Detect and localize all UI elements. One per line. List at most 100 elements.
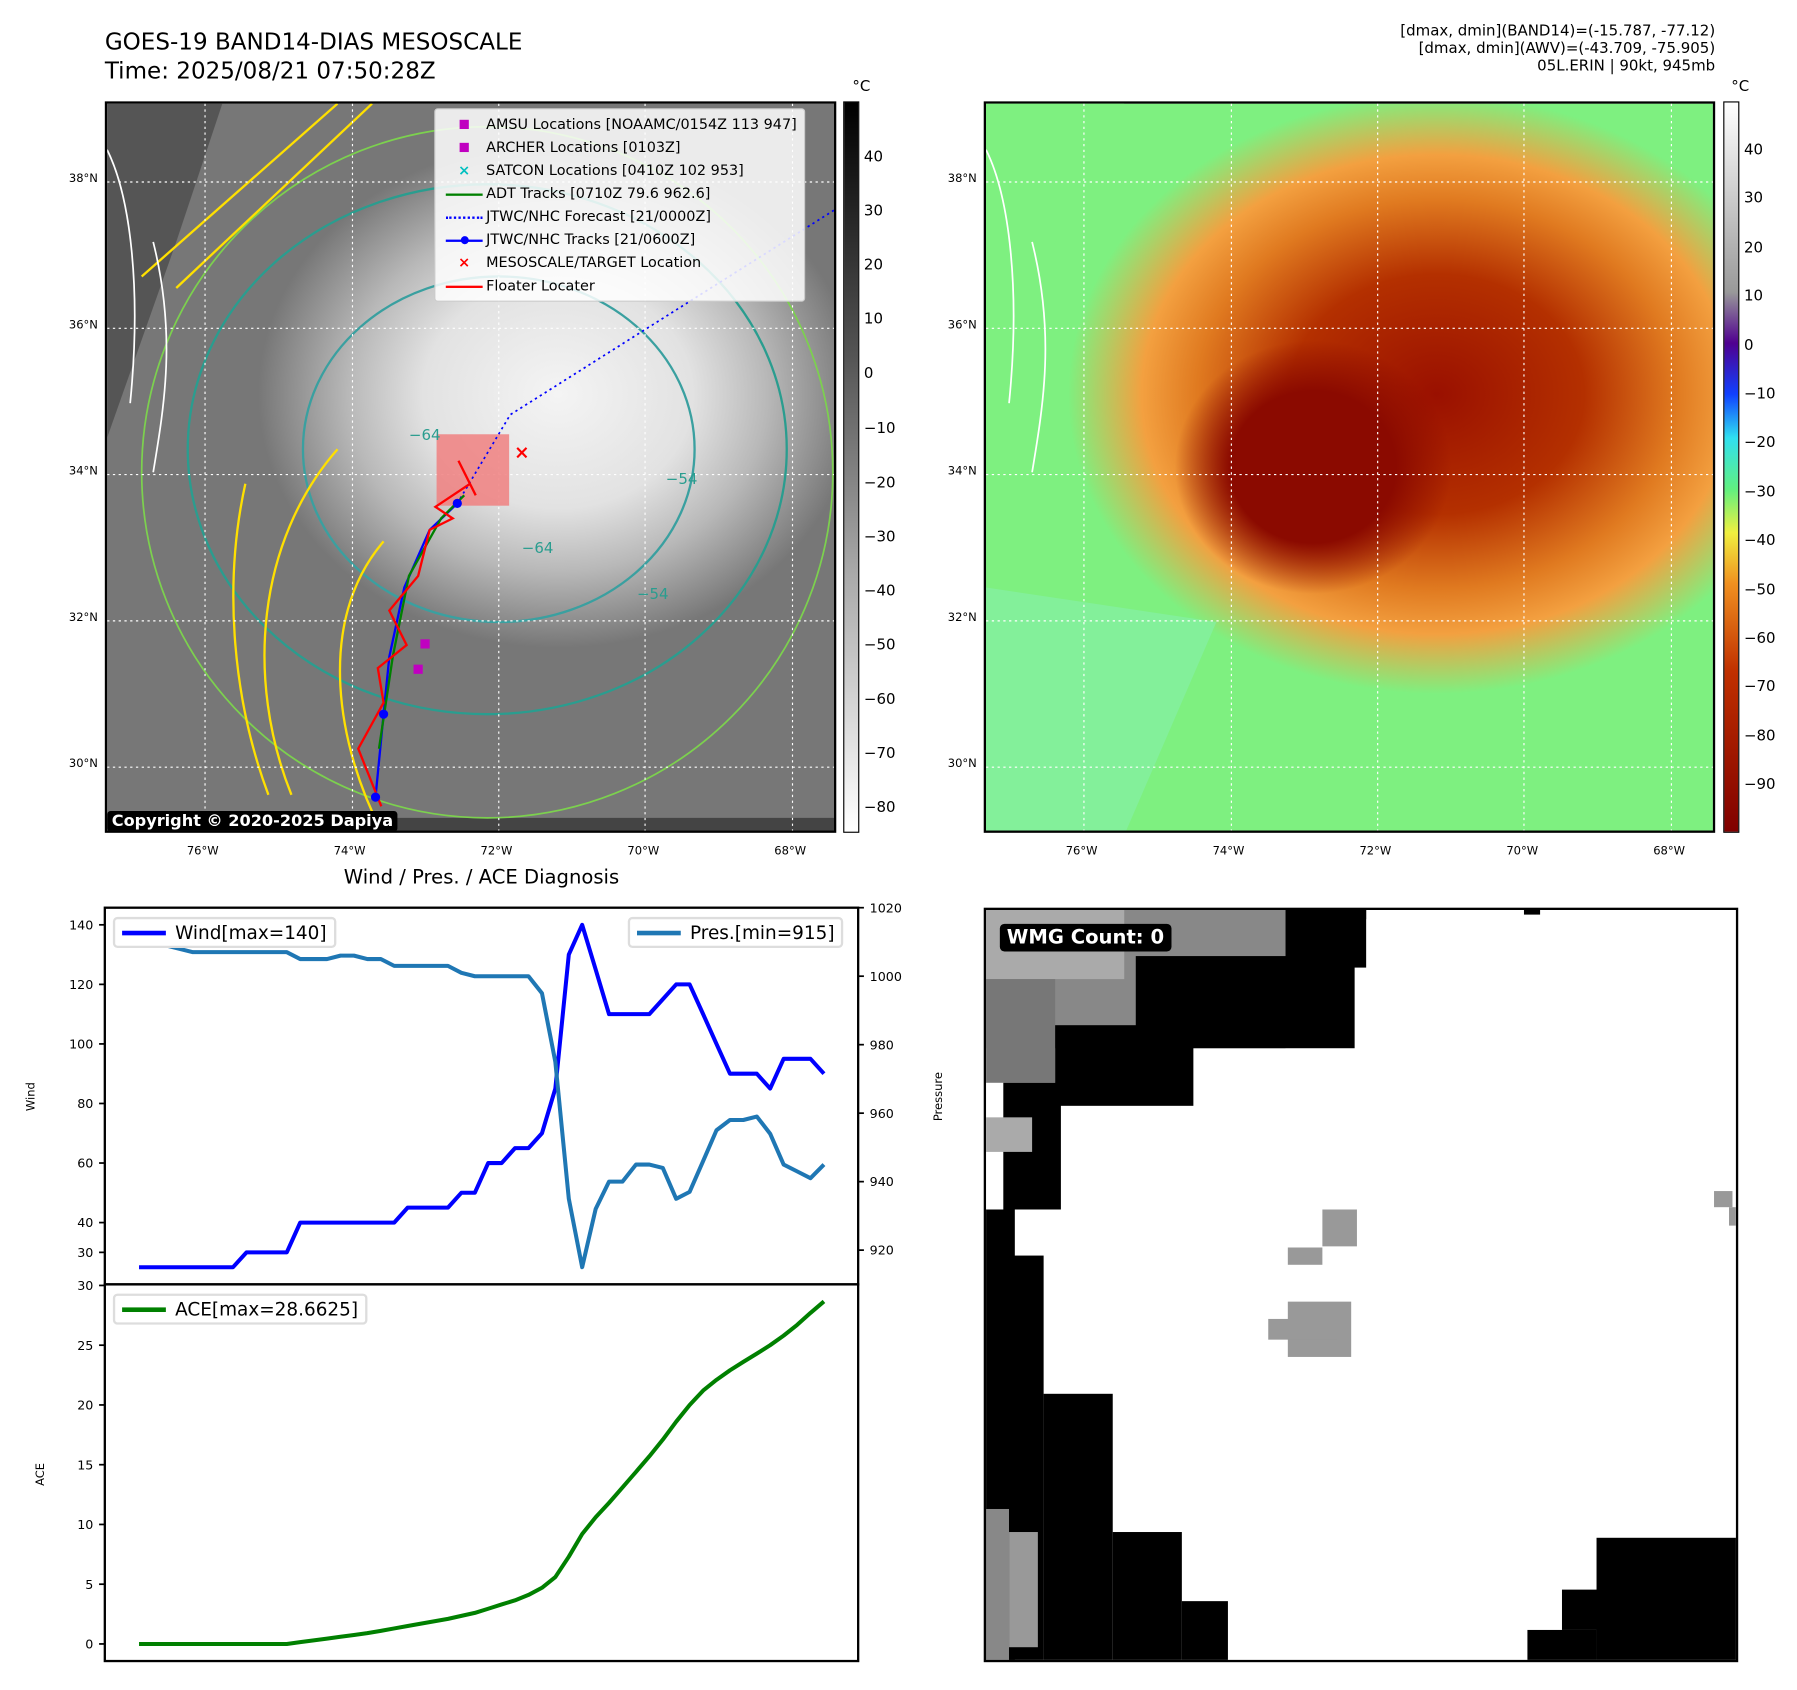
figure-time: Time: 2025/08/21 07:50:28Z (104, 56, 436, 85)
stats-block: [dmax, dmin](BAND14)=(-15.787, -77.12) [… (1400, 23, 1715, 75)
legend-label: Floater Locater (486, 276, 595, 294)
y-tick-label: 25 (77, 1338, 93, 1353)
stats-awv: [dmax, dmin](AWV)=(-43.709, -75.905) (1418, 40, 1716, 58)
lat-label: 34°N (947, 465, 977, 479)
colorbar-tick-label: −80 (863, 799, 896, 817)
y2-tick-label: 980 (870, 1037, 894, 1052)
y-tick-label: 10 (77, 1517, 93, 1532)
colorbar-tick-label: −90 (1743, 776, 1776, 794)
lon-label: 76°W (186, 845, 219, 859)
colorbar-tick-label: 20 (863, 257, 883, 275)
ir-map-overlay: −64 −54 −54 −64 × (107, 103, 834, 831)
lon-label: 70°W (627, 845, 660, 859)
colorbar-tick-label: −70 (1743, 678, 1776, 697)
mesoscale-box (436, 434, 510, 506)
pressure-legend-swatch (637, 930, 681, 935)
legend-item: ARCHER Locations [0103Z] (442, 136, 796, 159)
y-tick-label: 20 (77, 1398, 93, 1413)
legend-line-icon (442, 182, 486, 205)
lat-label: 30°N (947, 757, 977, 771)
lon-label: 74°W (1212, 845, 1245, 859)
lat-label: 30°N (68, 757, 98, 771)
y2-tick-label: 920 (870, 1243, 894, 1258)
contour-yellow (232, 448, 385, 831)
pressure-axis-label: Pressure (931, 1072, 945, 1121)
wind-axes-frame (103, 906, 860, 1286)
legend-item: AMSU Locations [NOAAMC/0154Z 113 947] (442, 113, 797, 136)
amsu-marker (420, 639, 430, 649)
y2-tick-label: 1020 (870, 900, 902, 915)
lon-label: 70°W (1506, 845, 1539, 859)
legend-item: JTWC/NHC Forecast [21/0000Z] (442, 205, 796, 228)
ace-legend-label: ACE[max=28.6625] (175, 1298, 359, 1321)
wmg-count-label: WMG Count: 0 (999, 923, 1171, 952)
colorbar-tick-label: −50 (863, 636, 896, 655)
y-tick-label: 80 (77, 1096, 93, 1111)
ace-axes-frame (103, 1283, 860, 1663)
legend-item: × SATCON Locations [0410Z 102 953] (442, 159, 796, 182)
colorbar-tick-label: 10 (863, 311, 883, 329)
y-tick-label: 100 (69, 1037, 93, 1052)
y-tick-label: 120 (69, 977, 93, 992)
colorbar-tick-label: 0 (863, 365, 874, 383)
colorbar-tick-label: −60 (863, 691, 896, 709)
colorbar-tick-label: 30 (863, 202, 883, 221)
stats-storm: 05L.ERIN | 90kt, 945mb (1537, 57, 1716, 75)
colorbar-tick-label: −30 (863, 528, 896, 546)
y-tick-label: 60 (77, 1156, 93, 1171)
legend-x-icon: × (458, 253, 471, 271)
colorbar-tick-label: 0 (1743, 337, 1754, 355)
y-tick-label: 30 (77, 1278, 93, 1293)
floater-track (356, 460, 477, 807)
lat-label: 36°N (68, 319, 98, 332)
y-tick-label: 40 (77, 1215, 93, 1230)
copyright-label: Copyright © 2020-2025 Dapiya (107, 810, 398, 831)
cbar2-unit: °C (1731, 78, 1750, 96)
ir-map-panel: −64 −54 −54 −64 × AMSU Locations [NOAAMC… (104, 101, 837, 833)
adt-track (377, 494, 466, 749)
lat-label: 34°N (68, 465, 98, 479)
lon-label: 68°W (774, 845, 807, 859)
coastline (107, 149, 168, 473)
colorbar-tick-label: −30 (1743, 483, 1776, 501)
lat-label: 32°N (947, 611, 977, 625)
legend-item: JTWC/NHC Tracks [21/0600Z] (442, 228, 796, 251)
lon-label: 68°W (1653, 845, 1686, 859)
map-legend: AMSU Locations [NOAAMC/0154Z 113 947] ARC… (434, 108, 805, 302)
wind-legend-swatch (122, 930, 166, 935)
wind-legend-label: Wind[max=140] (175, 921, 327, 944)
colorbar-tick-label: −10 (863, 419, 896, 438)
colorbar-tick-label: −50 (1743, 581, 1776, 599)
cbar1-unit: °C (852, 78, 871, 96)
archer-marker (413, 664, 423, 674)
wmg-panel: WMG Count: 0 (983, 907, 1739, 1663)
land-region (107, 103, 223, 438)
colorbar-tick-label: 20 (1743, 239, 1764, 257)
colorbar-tick-label: 10 (1743, 288, 1764, 306)
wmg-grid (986, 910, 1736, 1660)
y2-tick-label: 1000 (870, 969, 902, 984)
colorbar-tick-label: 40 (863, 148, 883, 166)
colorbar-tick-label: −40 (1743, 532, 1776, 550)
series-line-wind (139, 922, 826, 1270)
colorbar-tick-label: −70 (863, 745, 896, 763)
wind-legend: Wind[max=140] (112, 916, 336, 949)
colorbar-tick-label: 30 (1743, 190, 1764, 208)
lat-label: 36°N (947, 319, 977, 332)
pressure-legend: Pres.[min=915] (627, 916, 844, 949)
legend-item: Floater Locater (442, 274, 796, 297)
legend-label: ARCHER Locations [0103Z] (486, 138, 681, 156)
coastline (986, 149, 1047, 473)
colorbar-tick-label: 40 (1743, 141, 1764, 159)
legend-x-icon: × (458, 161, 471, 179)
y-tick-label: 140 (69, 917, 93, 932)
lat-label: 38°N (947, 172, 977, 186)
series-line-pres (139, 922, 826, 1270)
lat-label: 38°N (68, 172, 98, 186)
legend-item: × MESOSCALE/TARGET Location (442, 251, 796, 274)
y-tick-label: 0 (85, 1637, 93, 1652)
contour-label: −64 (409, 426, 441, 444)
y-tick-label: 30 (77, 1245, 93, 1260)
